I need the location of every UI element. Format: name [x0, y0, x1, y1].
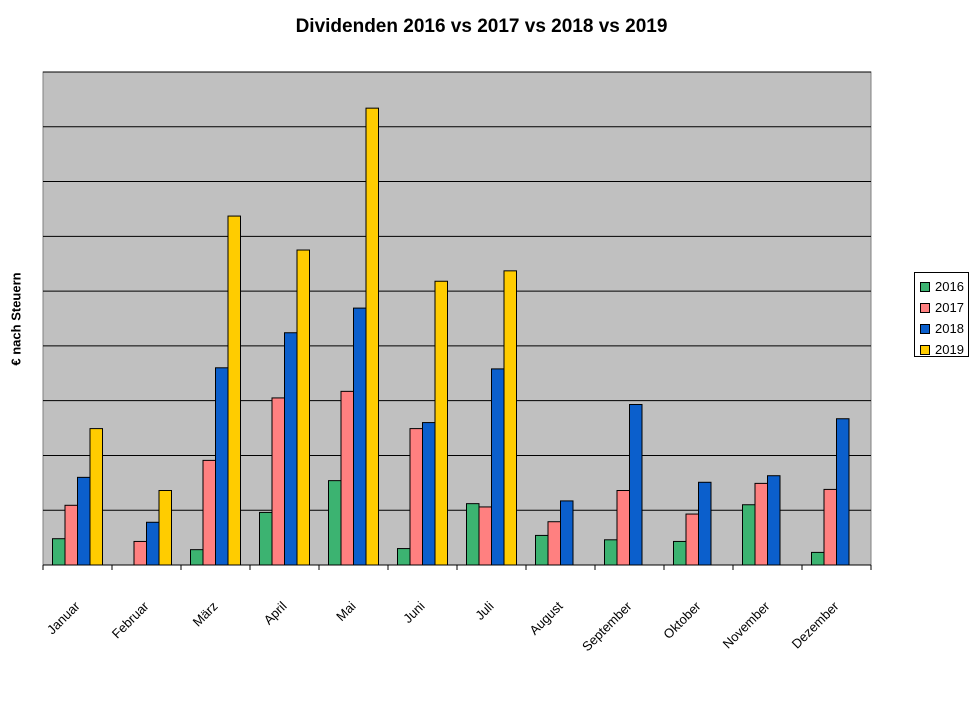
bar-2017-5 [409, 428, 423, 566]
bar-2016-6 [466, 503, 480, 566]
bar-2017-10 [754, 482, 768, 566]
bar-2018-1 [146, 521, 160, 566]
x-tick-label: Oktober [660, 598, 704, 642]
x-tick-label: Februar [109, 598, 152, 641]
bar-2016-7 [535, 534, 549, 566]
legend-item: 2018 [920, 318, 968, 339]
x-tick-label: Januar [44, 598, 83, 637]
x-tick-label: April [261, 598, 290, 627]
bar-2017-3 [271, 397, 285, 566]
bar-2016-0 [52, 538, 66, 566]
legend-item: 2016 [920, 276, 968, 297]
bar-2017-6 [478, 506, 492, 566]
bar-2019-4 [365, 107, 379, 566]
bar-2019-5 [434, 280, 448, 566]
bar-2016-10 [742, 504, 756, 566]
chart-title: Dividenden 2016 vs 2017 vs 2018 vs 2019 [295, 16, 668, 37]
bar-2019-1 [158, 490, 172, 566]
bar-2016-11 [811, 551, 825, 566]
bar-2016-8 [604, 539, 618, 566]
bar-2016-2 [190, 549, 204, 566]
x-tick-label: Juni [400, 598, 428, 626]
legend-swatch [920, 302, 930, 313]
bar-2016-4 [328, 480, 342, 566]
bar-2018-11 [836, 418, 850, 566]
bar-2017-8 [616, 490, 630, 566]
legend-label: 2019 [935, 342, 964, 357]
x-tick-label: September [579, 598, 635, 654]
bar-2018-2 [215, 367, 229, 566]
legend: 2016 2017 2018 2019 [914, 272, 969, 357]
legend-label: 2016 [935, 279, 964, 294]
bar-2019-6 [503, 270, 517, 566]
bar-2018-4 [353, 307, 367, 566]
bar-2017-2 [202, 459, 216, 566]
legend-item: 2019 [920, 339, 968, 360]
x-tick-label: Juli [472, 598, 496, 622]
bar-2017-0 [64, 504, 78, 566]
bar-2018-10 [767, 475, 781, 566]
bar-2017-4 [340, 390, 354, 566]
legend-swatch [920, 281, 930, 292]
x-tick-label: März [190, 599, 221, 630]
bar-2018-7 [560, 500, 574, 566]
bar-2016-3 [259, 511, 273, 566]
legend-label: 2018 [935, 321, 964, 336]
bar-2018-3 [284, 332, 298, 566]
bar-2019-2 [227, 215, 241, 566]
bar-2018-6 [491, 368, 505, 566]
legend-swatch [920, 323, 930, 334]
bar-2018-0 [77, 476, 91, 566]
x-tick-label: November [720, 598, 773, 651]
x-tick-label: August [526, 598, 565, 637]
x-tick-label: Dezember [789, 598, 842, 651]
bar-2017-7 [547, 521, 561, 566]
plot-area [42, 71, 872, 566]
bar-2017-9 [685, 513, 699, 566]
bar-2019-0 [89, 428, 103, 566]
legend-label: 2017 [935, 300, 964, 315]
bar-2017-1 [133, 540, 147, 566]
bar-2017-11 [823, 488, 837, 566]
bar-2016-9 [673, 540, 687, 566]
bar-2016-5 [397, 548, 411, 566]
legend-swatch [920, 344, 930, 355]
bar-2018-9 [698, 481, 712, 566]
bar-2018-5 [422, 422, 436, 566]
bar-2018-8 [629, 404, 643, 566]
bar-2019-3 [296, 249, 310, 566]
legend-item: 2017 [920, 297, 968, 318]
x-tick-label: Mai [333, 598, 358, 623]
